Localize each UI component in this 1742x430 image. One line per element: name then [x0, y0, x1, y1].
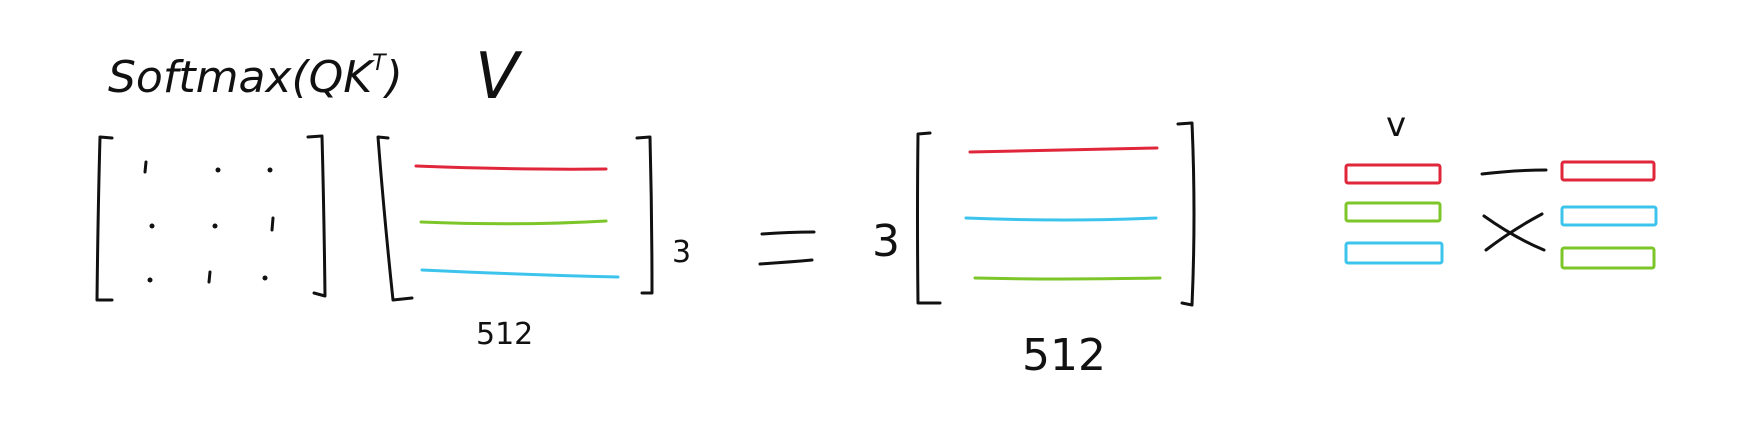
dash-mark [1480, 168, 1548, 176]
softmax-text: Softmax(QK [108, 52, 375, 103]
swap-cross [1482, 212, 1546, 252]
permuted-row-green [1560, 246, 1656, 270]
matrix-entry [215, 167, 221, 173]
v-small-label: v [1386, 105, 1406, 145]
v-cols-dimension: 512 [476, 317, 533, 352]
permuted-row-cyan [1560, 205, 1658, 227]
v-matrix-close-bracket [635, 135, 654, 295]
result-matrix-open-bracket [916, 131, 942, 305]
matrix-entry [207, 270, 212, 284]
v-row-red [414, 164, 608, 171]
v-rows-dimension: 3 [672, 235, 691, 270]
left-matrix-close-bracket [306, 134, 327, 298]
v-small-row-red [1344, 163, 1442, 185]
result-row-red [968, 146, 1159, 154]
matrix-entry [212, 223, 218, 229]
permuted-row-red [1560, 160, 1656, 182]
v-small-row-green [1344, 201, 1442, 223]
matrix-entry [262, 275, 268, 281]
v-row-cyan [420, 268, 620, 279]
v-row-green [419, 219, 608, 226]
matrix-entry [270, 216, 275, 232]
left-matrix-open-bracket [95, 135, 114, 302]
attention-weight-entries [143, 160, 275, 284]
softmax-label: Softmax(QKT) [108, 51, 403, 103]
v-matrix-open-bracket [376, 135, 414, 302]
permuted-small-stack [1560, 160, 1658, 270]
matrix-entry [143, 160, 148, 174]
matrix-entry [267, 167, 273, 173]
result-matrix-close-bracket [1176, 121, 1196, 307]
matrix-entry [149, 223, 155, 229]
result-cols-dimension: 512 [1022, 330, 1106, 381]
result-row-green [973, 276, 1162, 281]
softmax-close-paren: ) [383, 52, 403, 103]
v-small-stack [1344, 163, 1444, 265]
result-row-cyan [964, 216, 1158, 222]
v-small-row-cyan [1344, 241, 1444, 265]
result-rows-dimension: 3 [872, 216, 900, 267]
matrix-entry [147, 277, 153, 283]
softmax-superscript: T [372, 51, 387, 76]
v-matrix-label: V [475, 40, 523, 114]
equals-sign [758, 230, 816, 266]
